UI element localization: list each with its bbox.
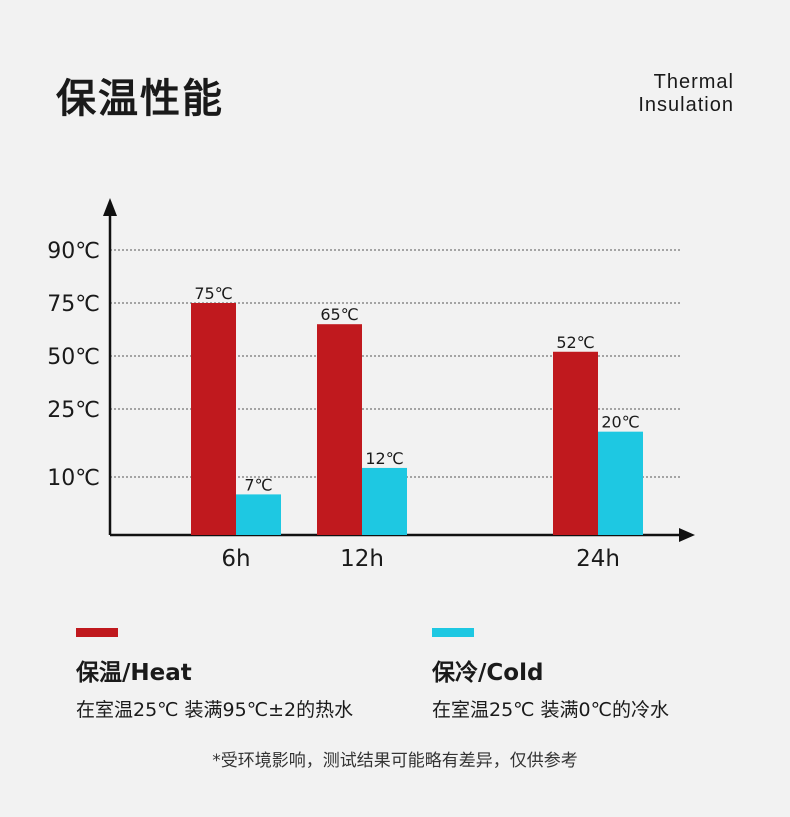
- cold-bar: [236, 494, 281, 535]
- bar-chart: 10℃ 25℃ 50℃ 75℃ 90℃ 75℃ 65℃ 52℃ 7℃ 12℃ 20℃ 6h 12h 24h: [47, 198, 695, 572]
- legend-cold-desc: 在室温25℃ 装满0℃的冷水: [432, 699, 669, 721]
- heat-data-label: 52℃: [556, 333, 594, 352]
- legend-heat-name: 保温/Heat: [76, 660, 192, 686]
- y-axis-arrow: [103, 198, 117, 216]
- y-tick-label: 10℃: [47, 466, 100, 491]
- disclaimer-note: *受环境影响，测试结果可能略有差异，仅供参考: [212, 751, 578, 771]
- subtitle-line-2: Insulation: [638, 94, 734, 116]
- page-title: 保温性能: [56, 76, 224, 122]
- y-tick-label: 25℃: [47, 398, 100, 423]
- legend-cold-name: 保冷/Cold: [432, 660, 544, 686]
- legend-heat-swatch: [76, 628, 118, 637]
- subtitle-line-1: Thermal: [653, 71, 734, 93]
- page-subtitle: Thermal Insulation: [638, 71, 734, 117]
- legend-cold-swatch: [432, 628, 474, 637]
- heat-data-label: 75℃: [194, 284, 232, 303]
- x-axis-arrow: [679, 528, 695, 542]
- cold-bar: [598, 431, 643, 535]
- cold-bar: [362, 467, 407, 535]
- heat-data-label: 65℃: [320, 305, 358, 324]
- y-tick-label: 75℃: [47, 292, 100, 317]
- x-tick-label: 24h: [576, 546, 620, 572]
- x-tick-label: 6h: [221, 546, 250, 572]
- legend-heat-desc: 在室温25℃ 装满95℃±2的热水: [76, 699, 354, 721]
- x-tick-label: 12h: [340, 546, 384, 572]
- cold-data-label: 12℃: [365, 449, 403, 468]
- legend-cold: 保冷/Cold 在室温25℃ 装满0℃的冷水: [432, 628, 669, 722]
- heat-bar: [317, 324, 362, 535]
- y-tick-label: 50℃: [47, 345, 100, 370]
- cold-data-label: 7℃: [244, 475, 272, 494]
- legend-heat: 保温/Heat 在室温25℃ 装满95℃±2的热水: [76, 628, 353, 722]
- heat-bar: [191, 303, 236, 535]
- heat-bar: [553, 351, 598, 535]
- y-tick-label: 90℃: [47, 239, 100, 264]
- cold-data-label: 20℃: [601, 413, 639, 432]
